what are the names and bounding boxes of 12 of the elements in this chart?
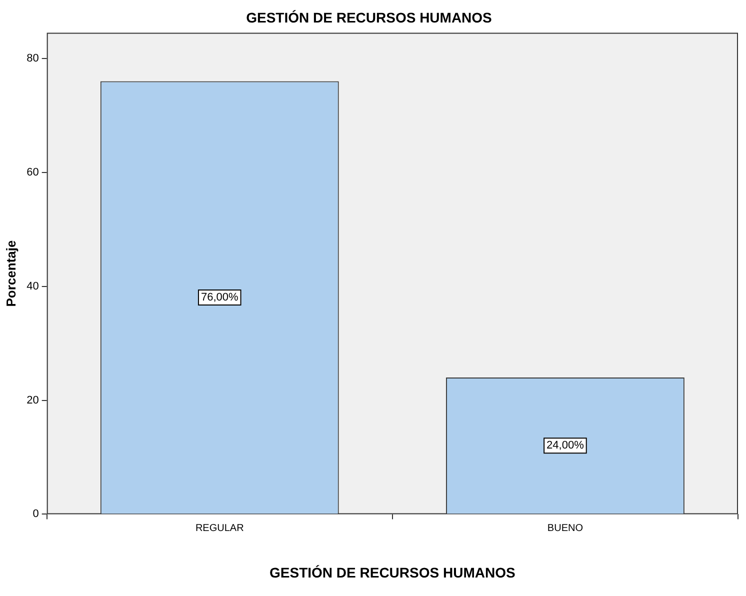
- data-label: 24,00%: [546, 440, 584, 452]
- chart-title: GESTIÓN DE RECURSOS HUMANOS: [246, 9, 492, 26]
- y-tick-label: 0: [32, 508, 39, 520]
- x-tick-label: REGULAR: [195, 522, 244, 534]
- x-tick-label: BUENO: [547, 522, 584, 534]
- y-tick-label: 40: [26, 280, 39, 292]
- data-label: 76,00%: [200, 291, 238, 304]
- y-tick-label: 20: [26, 394, 39, 406]
- y-axis-title: Porcentaje: [3, 240, 18, 307]
- y-tick-label: 60: [26, 166, 39, 178]
- x-axis-title: GESTIÓN DE RECURSOS HUMANOS: [270, 564, 516, 580]
- y-tick-label: 80: [26, 52, 39, 64]
